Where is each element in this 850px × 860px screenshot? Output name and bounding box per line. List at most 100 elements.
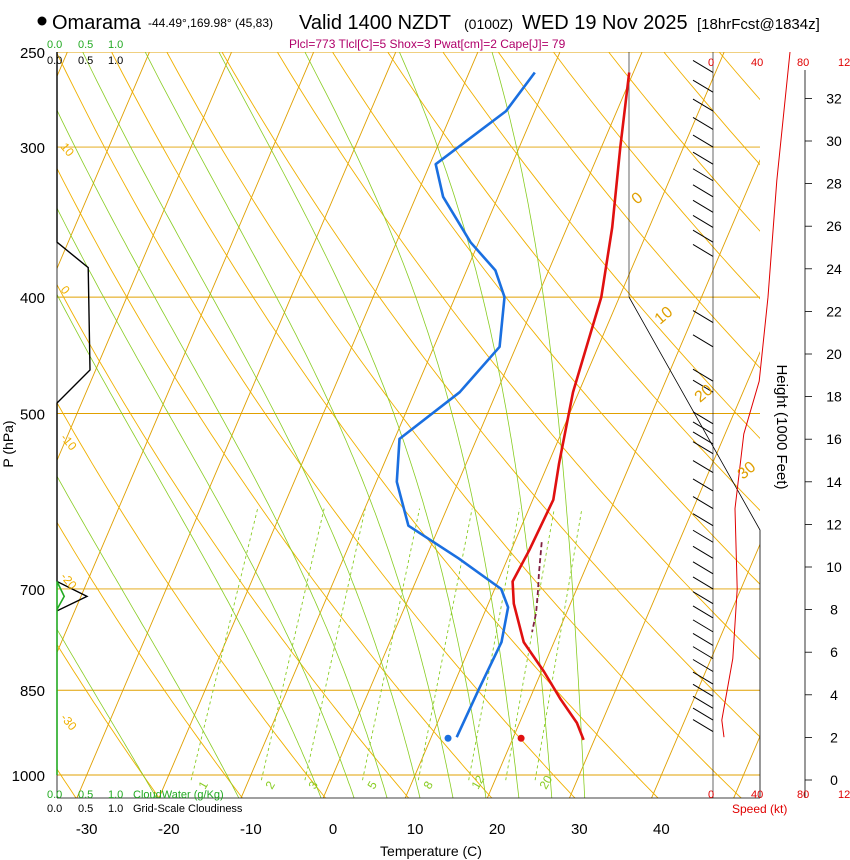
wind-barb-19: [692, 441, 714, 455]
adiabat-label-1: 0: [58, 283, 73, 297]
wind-barb-13: [692, 334, 714, 348]
isotherm--10: [240, 52, 561, 798]
x-tick-label-1: -20: [158, 821, 180, 838]
wind-barb-2: [692, 98, 714, 112]
bottom-speed-tick-0: 0: [708, 789, 714, 801]
wind-barb-31: [692, 632, 714, 646]
wind-barb-34: [692, 671, 714, 685]
bottom-cloudiness-tick-0: 0.0: [47, 803, 62, 815]
x-axis-title: Temperature (C): [380, 843, 482, 859]
isotherm-20: [486, 159, 760, 798]
moist-adiabat-16: [144, 52, 454, 798]
x-tick-label-7: 40: [653, 821, 670, 838]
wind-barb-16: [692, 411, 714, 425]
height-label-14: 14: [826, 474, 842, 490]
x-tick-label-4: 10: [407, 821, 424, 838]
speed-legend: Speed (kt): [732, 802, 787, 816]
isotherm-label-2: 20: [692, 382, 717, 407]
height-label-12: 12: [826, 516, 842, 532]
wind-barb-0: [692, 60, 714, 73]
wind-barb-15: [692, 379, 714, 393]
bottom-cloudwater-tick-0: 0.0: [47, 789, 62, 801]
mixing-ratio-8: [417, 508, 473, 781]
moist-adiabat-0: [57, 293, 322, 798]
wind-barb-36: [692, 695, 714, 709]
cloudwater-legend: CloudWater (g/Kg): [133, 789, 224, 801]
chart-header: Omarama -44.49°,169.98° (45,83) Valid 14…: [37, 12, 820, 51]
moist-adiabat-28: [399, 52, 553, 798]
mixing-ratio-12: [468, 508, 520, 781]
height-label-26: 26: [826, 218, 842, 234]
wind-barb-25: [692, 545, 714, 559]
forecast-label: [18hrFcst@1834z]: [697, 16, 820, 33]
mixing-ratio-label-6: 20: [536, 773, 555, 792]
station-coords: -44.49°,169.98° (45,83): [148, 16, 273, 30]
height-label-4: 4: [830, 687, 838, 703]
mixing-ratio-16: [505, 508, 555, 781]
top-speed-tick-0: 0: [708, 57, 714, 69]
mixing-ratio-label-5: 12: [468, 773, 487, 792]
mixing-ratio-20: [534, 508, 583, 781]
dry-adiabat-410: [663, 52, 760, 166]
wind-barb-23: [692, 513, 714, 527]
station-dot-icon: [37, 16, 47, 26]
adiabat-label-0: 10: [58, 140, 78, 159]
wind-barb-27: [692, 576, 714, 590]
wind-barb-22: [692, 496, 714, 510]
moist-adiabat-4: [57, 207, 355, 798]
dry-adiabat-360: [387, 52, 760, 512]
pressure-label-850: 850: [20, 683, 45, 700]
bottom-speed-tick-2: 80: [797, 789, 809, 801]
dry-adiabat-320: [166, 52, 742, 798]
isotherm-label-0: 0: [629, 189, 647, 208]
x-tick-label-3: 0: [329, 821, 337, 838]
moist-adiabat-12: [82, 52, 421, 798]
temperature-line: [511, 72, 631, 741]
top-speed-tick-3: 12: [838, 57, 850, 69]
mixing-ratio-label-4: 8: [420, 778, 436, 791]
x-tick-label-0: -30: [76, 821, 98, 838]
isotherm--50: [57, 52, 233, 462]
height-label-0: 0: [830, 772, 838, 788]
height-label-6: 6: [830, 644, 838, 660]
wind-barb-4: [692, 134, 714, 148]
wind-barb-1: [692, 79, 714, 93]
top-cloudiness-tick-0: 0.0: [47, 55, 62, 67]
top-speed-tick-1: 40: [751, 57, 763, 69]
surface-temperature-marker: [517, 734, 525, 742]
dry-adiabat-380: [497, 52, 760, 369]
wind-barb-28: [692, 591, 714, 605]
height-label-24: 24: [826, 261, 842, 277]
dry-adiabat-340: [276, 52, 760, 661]
wind-barb-3: [692, 116, 714, 130]
wind-barb-35: [692, 683, 714, 697]
height-label-22: 22: [826, 303, 842, 319]
utc-time: (0100Z): [464, 16, 513, 32]
top-cloudwater-tick-1: 0.5: [78, 39, 93, 51]
top-cloudwater-tick-0: 0.0: [47, 39, 62, 51]
pressure-label-250: 250: [20, 45, 45, 62]
top-cloudiness-tick-2: 1.0: [108, 55, 123, 67]
isotherm--20: [158, 52, 479, 798]
pressure-label-1000: 1000: [12, 768, 45, 785]
wind-panel-frame: [56, 52, 806, 799]
height-label-30: 30: [826, 133, 842, 149]
dry-adiabat-290: [57, 167, 493, 798]
pressure-label-700: 700: [20, 582, 45, 599]
moist-adiabat--20: [57, 628, 157, 798]
height-label-8: 8: [830, 602, 838, 618]
wind-barb-26: [692, 561, 714, 575]
mixing-ratio-2: [260, 508, 325, 781]
mixing-ratio-label-1: 2: [262, 778, 278, 791]
moist-adiabat--10: [57, 475, 240, 798]
label-layer: -30 -20 -10 0 10 20 30 402503004005007008501000…: [12, 45, 842, 838]
dewpoint-line: [395, 71, 536, 738]
wind-barb-32: [692, 646, 714, 660]
height-axis-title: Height (1000 Feet): [773, 364, 790, 489]
mixing-ratio-3: [304, 508, 366, 781]
isotherm--30: [76, 52, 397, 798]
station-name: Omarama: [52, 12, 142, 34]
dry-adiabat-370: [442, 52, 760, 440]
profile-layer: [395, 71, 631, 742]
cloud-layer: [56, 52, 91, 775]
